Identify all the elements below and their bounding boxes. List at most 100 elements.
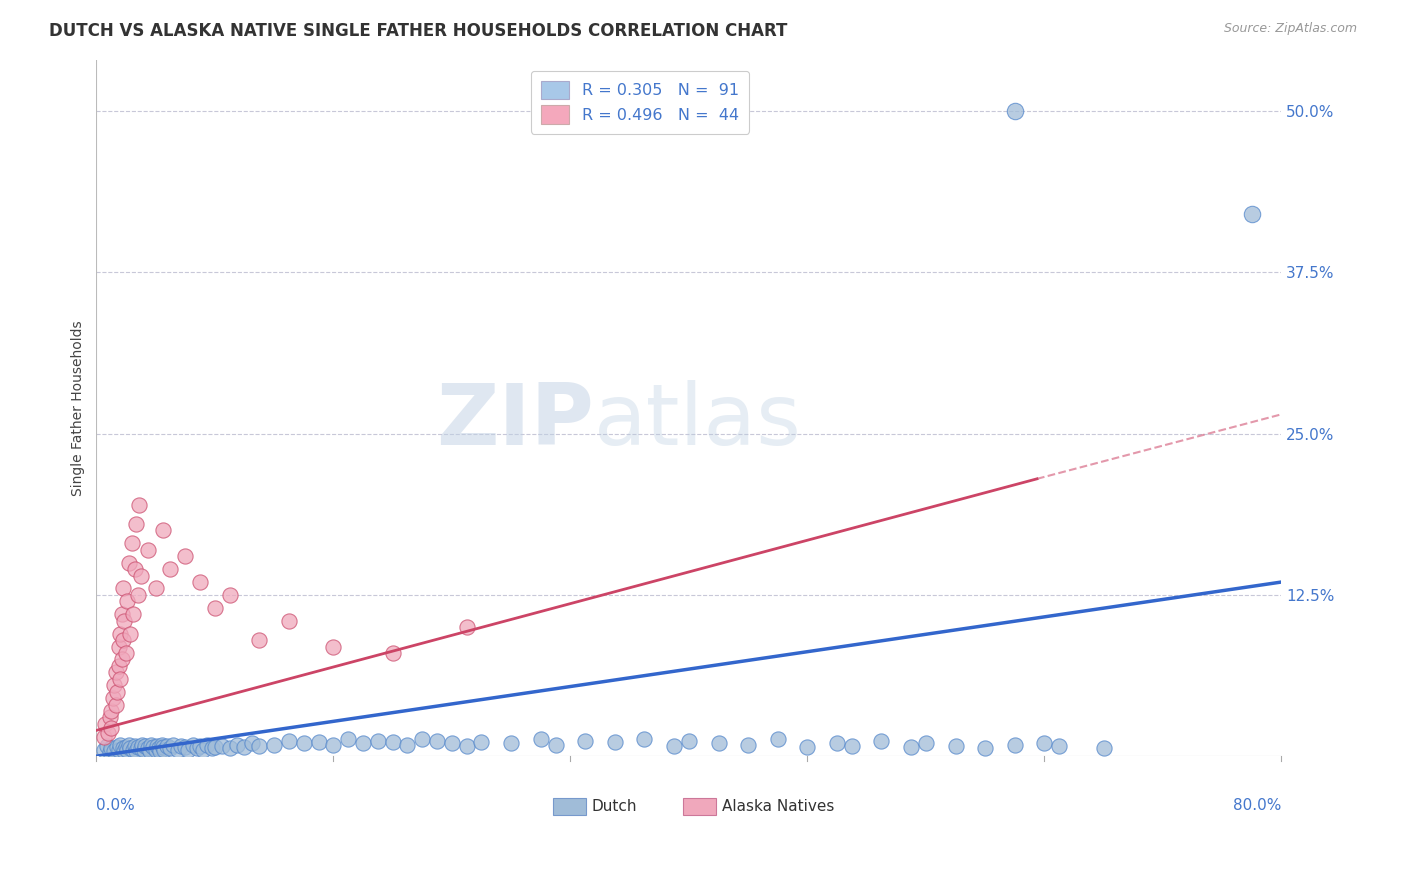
Point — [174, 549, 197, 564]
Point — [841, 739, 863, 753]
Point — [177, 743, 200, 757]
Point — [1033, 736, 1056, 750]
Point — [1004, 738, 1026, 752]
Point — [456, 620, 478, 634]
Point — [108, 626, 131, 640]
Point — [146, 739, 169, 753]
Point — [117, 594, 139, 608]
Point — [104, 665, 127, 680]
Point — [152, 524, 174, 538]
Point — [352, 736, 374, 750]
Point — [108, 738, 131, 752]
Point — [121, 536, 143, 550]
Point — [111, 582, 134, 596]
Point — [100, 704, 122, 718]
Point — [240, 736, 263, 750]
Point — [125, 744, 148, 758]
Point — [1240, 207, 1263, 221]
Text: Source: ZipAtlas.com: Source: ZipAtlas.com — [1223, 22, 1357, 36]
Point — [470, 735, 492, 749]
Point — [101, 691, 124, 706]
Point — [100, 721, 122, 735]
Point — [118, 738, 141, 752]
Point — [501, 736, 523, 750]
Point — [233, 740, 256, 755]
Point — [974, 741, 997, 756]
Point — [381, 735, 404, 749]
Point — [870, 733, 893, 747]
Point — [367, 733, 389, 747]
Point — [662, 739, 685, 753]
Point — [145, 743, 167, 757]
Point — [98, 745, 121, 759]
Point — [107, 743, 129, 757]
Text: Alaska Natives: Alaska Natives — [723, 799, 834, 814]
Point — [411, 732, 433, 747]
Point — [396, 738, 419, 752]
Point — [277, 733, 299, 747]
Point — [129, 568, 152, 582]
Point — [186, 741, 208, 756]
Point — [152, 740, 174, 755]
Point — [150, 738, 173, 752]
Point — [142, 740, 165, 755]
Point — [308, 735, 330, 749]
Point — [136, 542, 159, 557]
Point — [188, 575, 211, 590]
Point — [111, 633, 134, 648]
Point — [124, 739, 146, 753]
Point — [105, 740, 128, 755]
Point — [153, 743, 176, 757]
Point — [218, 588, 240, 602]
Point — [1092, 741, 1115, 756]
Text: Dutch: Dutch — [592, 799, 637, 814]
Point — [136, 741, 159, 756]
Point — [247, 633, 270, 648]
Point — [337, 732, 360, 747]
Point — [127, 740, 149, 755]
Point — [107, 659, 129, 673]
Point — [114, 744, 136, 758]
Point — [530, 732, 553, 747]
Point — [145, 582, 167, 596]
Y-axis label: Single Father Households: Single Father Households — [72, 320, 86, 496]
Point — [945, 739, 967, 753]
Point — [900, 740, 922, 755]
Point — [633, 732, 655, 747]
Point — [120, 741, 142, 756]
Point — [247, 739, 270, 753]
Point — [166, 743, 188, 757]
Point — [122, 607, 145, 622]
Point — [107, 640, 129, 654]
Point — [111, 741, 134, 756]
Point — [149, 744, 172, 758]
Point — [218, 741, 240, 756]
Point — [120, 626, 142, 640]
Point — [103, 678, 125, 692]
Point — [174, 740, 197, 755]
Point — [115, 740, 138, 755]
Point — [148, 741, 170, 756]
Point — [322, 640, 344, 654]
Point — [131, 738, 153, 752]
Point — [108, 672, 131, 686]
Point — [322, 738, 344, 752]
Point — [825, 736, 848, 750]
Point — [159, 562, 181, 576]
Point — [277, 614, 299, 628]
Point — [96, 739, 118, 753]
Point — [707, 736, 730, 750]
Point — [93, 730, 115, 744]
Text: ZIP: ZIP — [436, 380, 595, 463]
Point — [94, 717, 117, 731]
Point — [170, 739, 193, 753]
Point — [156, 739, 179, 753]
Point — [132, 743, 155, 757]
Point — [118, 556, 141, 570]
Point — [127, 588, 149, 602]
Point — [292, 736, 315, 750]
Point — [159, 741, 181, 756]
Point — [796, 740, 818, 755]
Point — [263, 738, 285, 752]
Point — [141, 738, 163, 752]
